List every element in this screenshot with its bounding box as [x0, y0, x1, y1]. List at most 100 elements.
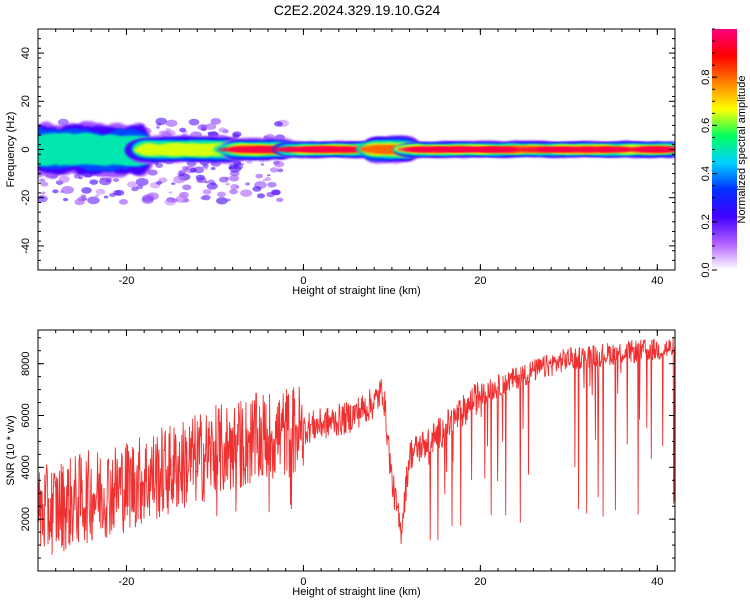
- spectrogram-speckle: [109, 192, 116, 198]
- spectrogram-speckle: [240, 163, 244, 166]
- spectrogram-speckle: [155, 117, 168, 126]
- y-axis-label: Frequency (Hz): [5, 112, 17, 188]
- y-tick-label: 2000: [20, 507, 32, 531]
- spectrogram-speckle: [181, 165, 190, 171]
- spectrogram-speckle: [225, 182, 230, 186]
- spectrogram-speckle: [210, 166, 216, 171]
- spectrogram-speckle: [246, 160, 253, 164]
- spectrogram-speckle: [146, 192, 159, 200]
- spectrogram-speckle: [173, 175, 186, 184]
- x-tick-label: -20: [119, 275, 135, 287]
- spectrogram-speckle: [61, 185, 74, 194]
- spectrogram-speckle: [95, 188, 106, 195]
- spectrogram-speckle: [188, 118, 200, 126]
- colorbar-tick-label: 0.4: [700, 166, 712, 181]
- spectrogram-speckle: [274, 121, 283, 127]
- spectrogram-speckle: [218, 127, 227, 133]
- spectrogram-speckle: [40, 191, 46, 195]
- spectrogram-speckle: [135, 177, 149, 186]
- spectrogram-speckle: [210, 117, 222, 125]
- spectrogram-speckle: [240, 189, 253, 197]
- spectrogram-speckle: [232, 131, 242, 138]
- x-tick-label: 20: [474, 576, 486, 588]
- spectrogram-speckle: [216, 191, 226, 198]
- spectrogram-speckle: [171, 182, 176, 186]
- y-tick-label: -20: [20, 190, 32, 206]
- spectrogram-speckle: [200, 196, 206, 200]
- spectrogram-speckle: [165, 119, 178, 127]
- y-axis-label: SNR (10 * v/v): [5, 415, 17, 485]
- spectrogram-speckle: [210, 182, 217, 186]
- spectrogram-speckle: [168, 191, 173, 194]
- spectrogram-speckle: [99, 177, 105, 181]
- y-tick-label: 0: [20, 146, 32, 152]
- spectrogram-speckle: [171, 198, 179, 203]
- spectrogram-speckle: [158, 130, 169, 137]
- x-axis-label: Height of straight line (km): [292, 285, 420, 297]
- spectrogram-speckle: [266, 174, 271, 177]
- x-tick-label: 0: [300, 275, 306, 287]
- spectrogram-speckle: [277, 168, 284, 173]
- spectrogram-speckle: [39, 178, 46, 183]
- spectrogram-speckle: [95, 194, 100, 197]
- spectrogram-speckle: [267, 181, 277, 188]
- x-tick-label: 40: [651, 275, 663, 287]
- spectrogram-speckle: [52, 189, 59, 194]
- spectrogram-speckle: [266, 191, 275, 198]
- spectrogram-speckle: [228, 163, 238, 170]
- spectrogram-speckle: [202, 189, 212, 195]
- spectrogram-speckle: [256, 193, 266, 199]
- spectrogram-speckle: [229, 188, 238, 195]
- spectrogram-speckle: [89, 179, 99, 185]
- spectrogram-speckle: [155, 180, 163, 185]
- spectrogram-speckle: [178, 169, 187, 175]
- y-tick-label: 20: [20, 95, 32, 107]
- colorbar-gradient: [712, 29, 737, 270]
- spectrogram-speckle: [252, 186, 262, 192]
- spectrogram-speckle: [113, 178, 120, 183]
- colorbar-tick-label: 0.0: [700, 262, 712, 277]
- spectrogram-speckle: [219, 176, 229, 183]
- spectrogram-speckle: [269, 167, 279, 173]
- y-tick-label: 4000: [20, 455, 32, 479]
- x-tick-label: 40: [651, 576, 663, 588]
- spectrogram-speckle: [216, 197, 228, 205]
- spectrogram-speckle: [38, 195, 48, 203]
- spectrogram-speckle: [197, 124, 207, 131]
- colorbar-tick-label: 0.2: [700, 214, 712, 229]
- spectrogram-speckle: [273, 160, 280, 165]
- spectrogram-heatmap: [38, 117, 675, 206]
- spectrogram-speckle: [196, 176, 207, 184]
- colorbar: 0.0 0.2 0.4 0.6 0.8 Normalized spectral ampli…: [700, 28, 748, 278]
- spectrogram-speckle: [80, 194, 87, 199]
- colorbar-label: Normalized spectral amplitude: [736, 76, 748, 224]
- y-tick-label: 8000: [20, 351, 32, 375]
- spectrogram-speckle: [78, 176, 83, 180]
- snr-plot: -20 0 20 40 2000 4000 6000 8000 Height of straig…: [5, 329, 676, 598]
- spectrogram-speckle: [182, 198, 190, 203]
- x-tick-label: 20: [474, 275, 486, 287]
- colorbar-tick-label: 0.6: [700, 118, 712, 133]
- spectrogram-plot: -20 0 20 40 -40 -20 0 20 40 Height of straight li…: [5, 28, 676, 297]
- spectrogram-speckle: [276, 197, 284, 203]
- spectrogram-speckle: [179, 127, 187, 133]
- spectrogram-speckle: [204, 180, 209, 184]
- spectrogram-speckle: [40, 181, 49, 187]
- spectrogram-speckle: [87, 196, 100, 205]
- colorbar-tick-label: 0.8: [700, 70, 712, 85]
- spectrogram-speckle: [255, 173, 264, 179]
- spectrogram-band: [496, 147, 517, 152]
- spectrogram-speckle: [229, 175, 240, 182]
- spectrogram-speckle: [114, 189, 125, 196]
- spectrogram-speckle: [207, 131, 212, 135]
- spectrogram-speckle: [260, 163, 265, 166]
- snr-series: [38, 337, 675, 555]
- spectrogram-speckle: [186, 160, 197, 167]
- spectrogram-band: [662, 147, 675, 152]
- figure-title: C2E2.2024.329.19.10.G24: [274, 2, 441, 18]
- spectrogram-speckle: [155, 163, 164, 168]
- spectrogram-speckle: [235, 185, 240, 189]
- spectrogram-speckle: [189, 168, 197, 173]
- spectrogram-speckle: [127, 181, 138, 188]
